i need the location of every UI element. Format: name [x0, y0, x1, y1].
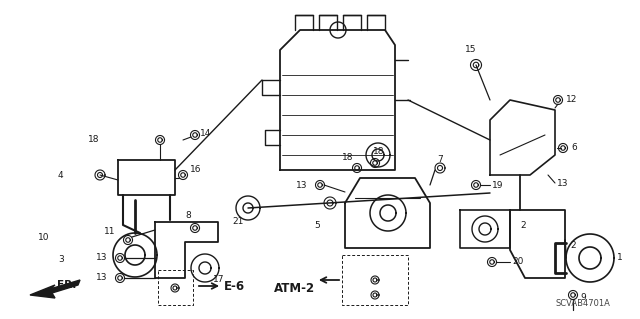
Text: 19: 19: [492, 181, 504, 189]
Text: SCVAB4701A: SCVAB4701A: [555, 299, 610, 308]
Text: 9: 9: [580, 293, 586, 302]
Text: E-6: E-6: [224, 279, 245, 293]
Text: 11: 11: [104, 227, 115, 236]
Text: 4: 4: [58, 170, 63, 180]
Text: 20: 20: [512, 257, 524, 266]
Polygon shape: [30, 280, 80, 298]
Text: 13: 13: [296, 181, 307, 189]
Text: 6: 6: [571, 144, 577, 152]
Text: 7: 7: [437, 155, 443, 165]
Text: 3: 3: [58, 256, 64, 264]
Text: 10: 10: [38, 234, 49, 242]
Text: 1: 1: [617, 254, 623, 263]
Text: 21: 21: [232, 218, 243, 226]
Text: FR.: FR.: [57, 280, 76, 290]
Text: 18: 18: [342, 153, 353, 162]
Text: 5: 5: [314, 221, 320, 231]
Text: 13: 13: [96, 273, 108, 283]
Text: 13: 13: [557, 179, 568, 188]
Text: 2: 2: [570, 241, 575, 249]
Text: 18: 18: [88, 136, 99, 145]
Text: 13: 13: [96, 254, 108, 263]
Text: 18: 18: [373, 147, 385, 157]
Text: 12: 12: [566, 95, 577, 105]
Text: ATM-2: ATM-2: [274, 281, 315, 294]
Text: 16: 16: [190, 166, 202, 174]
Text: 14: 14: [200, 129, 211, 137]
Text: 8: 8: [185, 211, 191, 219]
Text: 15: 15: [465, 46, 477, 55]
Text: 2: 2: [520, 220, 525, 229]
Text: 17: 17: [213, 276, 225, 285]
